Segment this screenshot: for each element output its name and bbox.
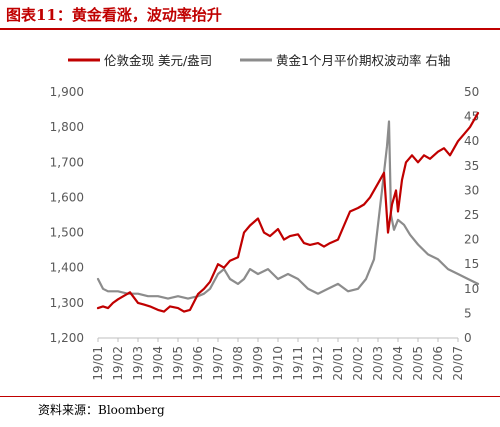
legend-label-volatility: 黄金1个月平价期权波动率 右轴 [276, 53, 450, 68]
y-left-tick-label: 1,800 [50, 120, 84, 134]
y-left-tick-label: 1,400 [50, 261, 84, 275]
x-tick-label: 19/04 [151, 346, 165, 381]
x-tick-label: 20/02 [351, 346, 365, 381]
y-right-tick-label: 35 [464, 159, 479, 173]
y-right-tick-label: 10 [464, 282, 479, 296]
source-rule [0, 396, 500, 397]
y-right-tick-label: 0 [464, 331, 472, 345]
legend-label-gold-price: 伦敦金现 美元/盎司 [104, 53, 212, 68]
x-tick-label: 19/10 [271, 346, 285, 381]
x-tick-label: 20/07 [451, 346, 465, 381]
y-right-tick-label: 20 [464, 233, 479, 247]
y-left-tick-label: 1,900 [50, 85, 84, 99]
axes: 1,200 1,300 1,400 1,500 1,600 1,700 1,800 1,900… [50, 85, 480, 381]
y-left-tick-label: 1,300 [50, 296, 84, 310]
x-tick-label: 20/01 [331, 346, 345, 381]
y-right-tick-label: 40 [464, 134, 479, 148]
x-tick-label: 20/05 [411, 346, 425, 381]
y-left-tick-label: 1,500 [50, 226, 84, 240]
y-right-tick-label: 45 [464, 110, 479, 124]
y-right-tick-label: 15 [464, 257, 479, 271]
y-left-tick-label: 1,600 [50, 190, 84, 204]
x-tick-label: 19/05 [171, 346, 185, 381]
title-rule [0, 28, 500, 30]
x-tick-label: 19/06 [191, 346, 205, 381]
chart: 伦敦金现 美元/盎司 黄金1个月平价期权波动率 右轴 1,200 1,300 1,4… [50, 53, 480, 381]
y-right-tick-label: 30 [464, 183, 479, 197]
series-line-gold-price [96, 111, 480, 313]
y-right-tick-label: 5 [464, 306, 472, 320]
series-line-volatility [96, 120, 480, 300]
y-right-tick-label: 25 [464, 208, 479, 222]
y-left-tick-label: 1,200 [50, 331, 84, 345]
x-tick-label: 19/11 [291, 346, 305, 381]
x-tick-label: 20/03 [371, 346, 385, 381]
x-tick-label: 20/04 [391, 346, 405, 381]
x-tick-label: 19/09 [251, 346, 265, 381]
figure-title: 图表11：黄金看涨，波动率抬升 [6, 6, 222, 24]
x-tick-label: 20/06 [431, 346, 445, 381]
series-layer [96, 111, 480, 313]
x-tick-label: 19/08 [231, 346, 245, 381]
source-note: 资料来源：Bloomberg [38, 403, 165, 417]
x-tick-label: 19/07 [211, 346, 225, 381]
x-tick-label: 19/03 [131, 346, 145, 381]
x-tick-label: 19/02 [111, 346, 125, 381]
legend: 伦敦金现 美元/盎司 黄金1个月平价期权波动率 右轴 [68, 53, 450, 68]
x-tick-label: 19/12 [311, 346, 325, 381]
y-right-tick-label: 50 [464, 85, 479, 99]
x-tick-label: 19/01 [91, 346, 105, 381]
y-left-tick-label: 1,700 [50, 155, 84, 169]
